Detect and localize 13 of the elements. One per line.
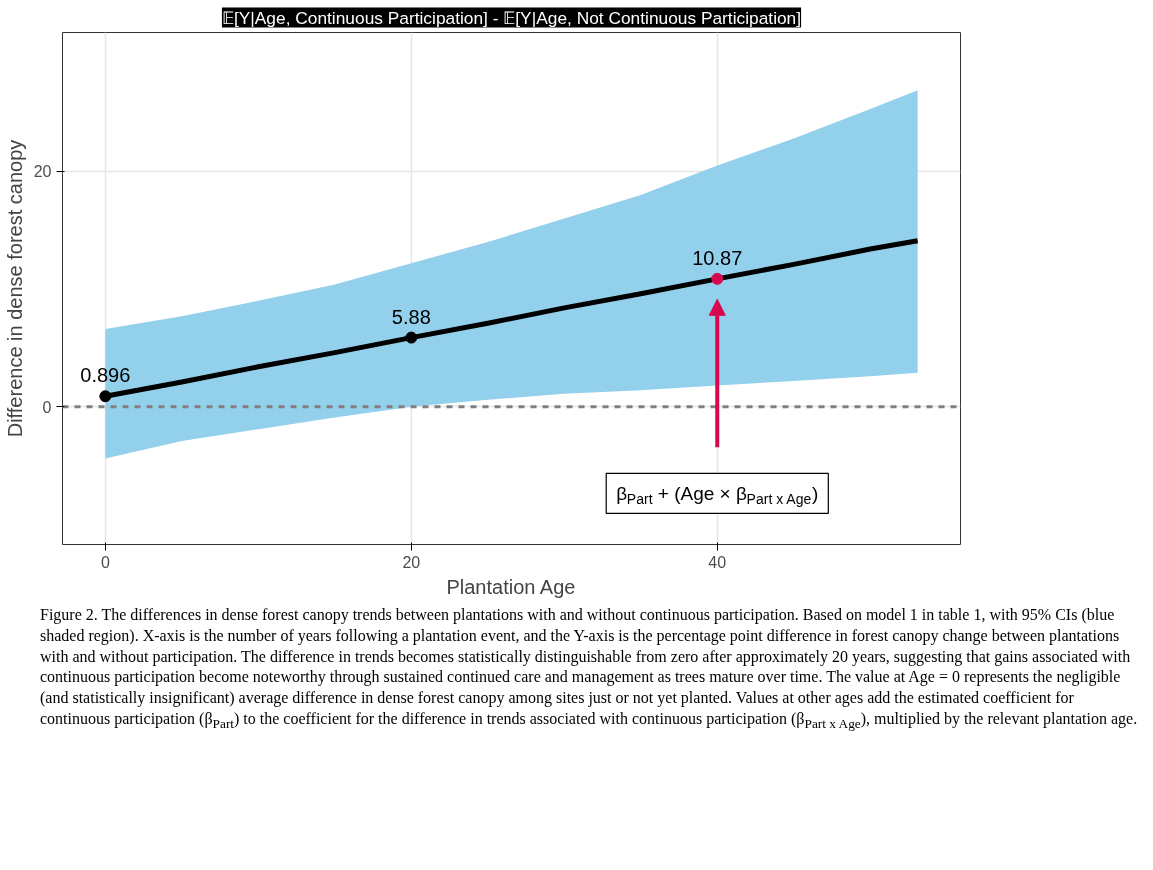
y-axis-title: Difference in dense forest canopy bbox=[3, 139, 26, 438]
chart-title: 𝔼[Y|Age, Continuous Participation] - 𝔼[Y|Age, Not Continuous Participation] bbox=[221, 7, 802, 28]
data-label: 0.896 bbox=[80, 364, 131, 387]
x-tick-label: 20 bbox=[402, 553, 421, 571]
x-tick-label: 40 bbox=[708, 553, 727, 571]
point bbox=[99, 390, 112, 403]
data-label: 5.88 bbox=[391, 305, 431, 328]
point bbox=[405, 331, 418, 344]
text: Figure 2. The differences in dense forest canopy trends between plantations with and without continuous participation. Based on model 1 in table 1, with 95% CIs (blue shaded region). X-axis is the number of years following a plantation event, and the Y-axis is the percentage point difference in forest canopy change between plantations with and without participation. The difference in trends becomes statistically distinguishable from zero after approximately 20 years, suggesting that gains associated with continuous participation become noteworthy through sustained continued care and management as trees mature over time. The value at Age = 0 represents the negligible (and statistically insignificant) average difference in dense forest canopy among sites just or not yet planted. Values at other ages add the estimated coefficient for continuous participation (β$_{Part}$) to the coefficient for the difference in trends associated with continuous participation (β$_{Part x Age}$), multiplied by the relevant plantation age. bbox=[40, 606, 1138, 732]
x-axis-title: Plantation Age bbox=[446, 575, 576, 598]
data-label: 10.87 bbox=[692, 246, 743, 269]
point bbox=[711, 272, 724, 285]
x-tick-label: 0 bbox=[100, 553, 110, 571]
